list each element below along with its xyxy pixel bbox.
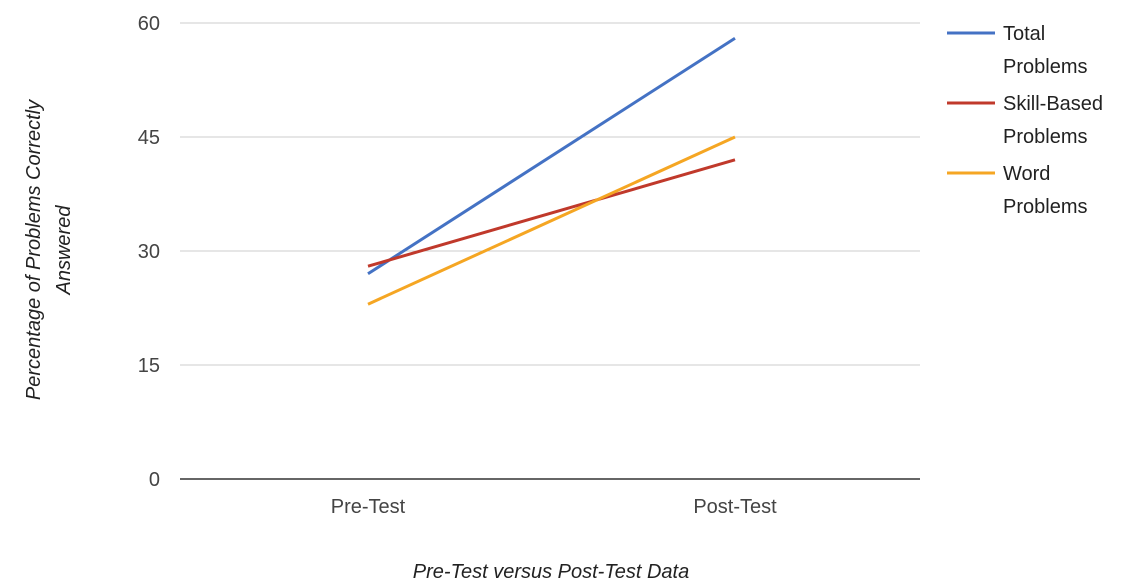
gridlines — [180, 22, 920, 480]
series-line-3 — [367, 135, 736, 306]
y-tick-label: 30 — [138, 241, 160, 263]
legend-label: Total Problems — [1003, 23, 1087, 78]
legend: Total Problems Skill-Based Problems Word Prob… — [947, 23, 1103, 218]
series-line-2 — [367, 158, 736, 268]
y-tick-label: 45 — [138, 127, 160, 149]
y-axis-ticks: 0 15 30 45 60 — [138, 13, 160, 491]
y-tick-label: 15 — [138, 355, 160, 377]
legend-label: Skill-Based Problems — [1003, 93, 1103, 148]
series-lines — [367, 36, 736, 306]
y-axis-title: Percentage of Problems Correctly Answered — [23, 99, 75, 400]
legend-label: Word Problems — [1003, 163, 1087, 218]
series-line-1 — [367, 36, 736, 276]
x-axis-ticks: Pre-Test Post-Test — [331, 496, 777, 518]
x-tick-label: Post-Test — [693, 496, 777, 518]
y-tick-label: 60 — [138, 13, 160, 35]
x-axis-title: Pre-Test versus Post-Test Data — [413, 561, 689, 582]
y-tick-label: 0 — [149, 469, 160, 491]
x-tick-label: Pre-Test — [331, 496, 406, 518]
